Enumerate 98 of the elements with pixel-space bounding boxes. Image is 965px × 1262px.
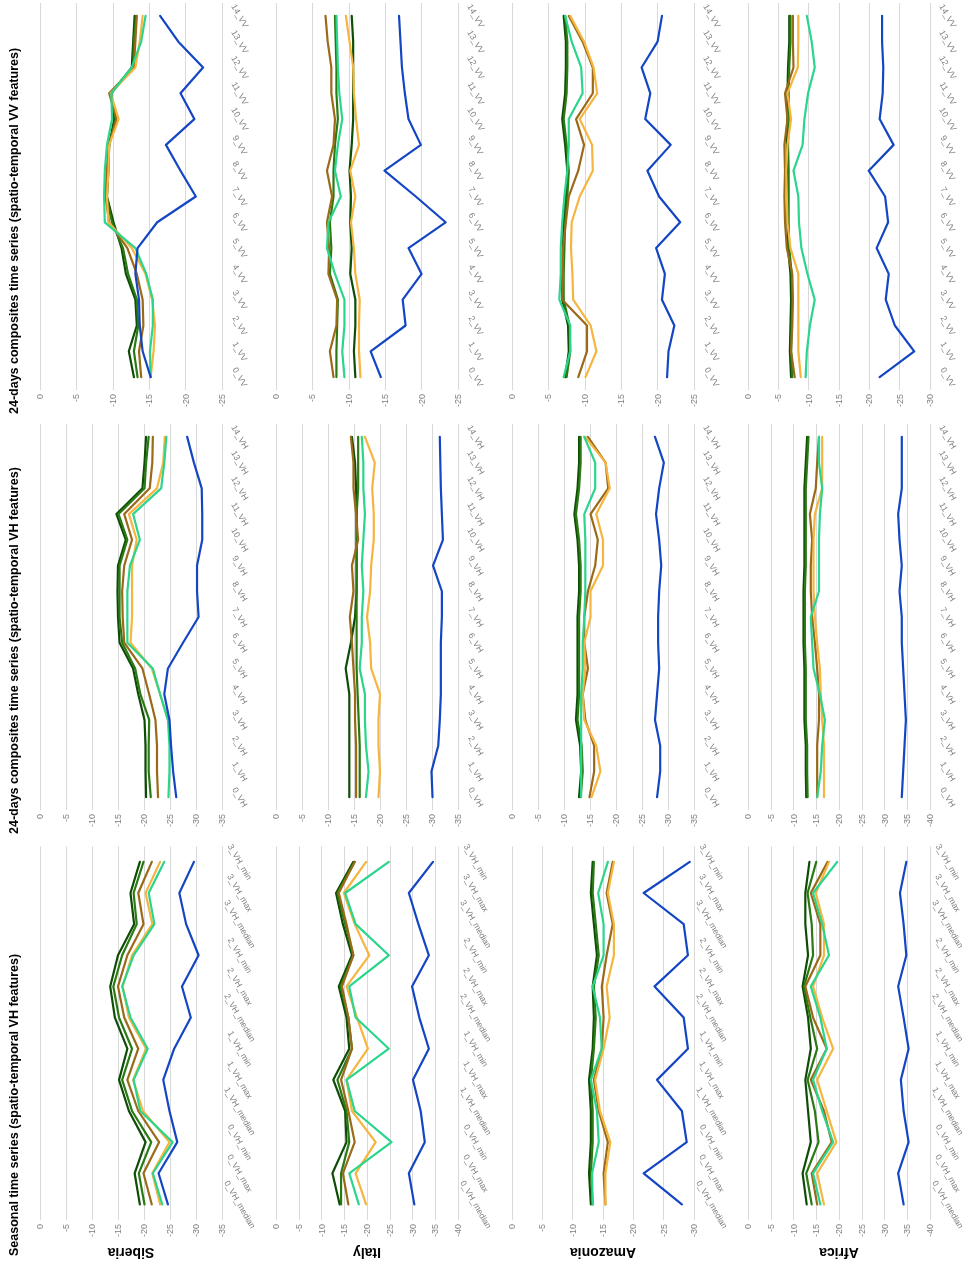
x-tick-label: -20 xyxy=(139,814,149,828)
x-tick-label: -35 xyxy=(689,814,699,828)
x-tick-label: -25 xyxy=(637,814,647,828)
x-tick-label: -25 xyxy=(689,394,699,408)
x-tick-label: -25 xyxy=(894,394,905,408)
x-tick-label: -5 xyxy=(773,394,784,403)
x-tick-label: -30 xyxy=(925,394,935,408)
x-tick-label: -30 xyxy=(663,814,673,828)
x-tick-label: -25 xyxy=(384,1224,395,1238)
x-tick-label: -25 xyxy=(856,814,867,828)
x-tick-label: -30 xyxy=(879,814,890,828)
x-tick-label: -15 xyxy=(339,1224,350,1238)
x-tick-label: -10 xyxy=(87,1224,97,1238)
x-tick-label: -10 xyxy=(788,814,799,828)
x-tick-label: -5 xyxy=(537,1224,548,1233)
x-tick-label: -10 xyxy=(107,394,118,408)
x-tick-label: -15 xyxy=(113,1224,123,1238)
x-tick-label: -20 xyxy=(652,394,663,408)
x-tick-label: -35 xyxy=(217,814,227,828)
x-tick-label: -5 xyxy=(297,814,307,823)
x-tick-label: -15 xyxy=(144,394,155,408)
x-tick-label: -15 xyxy=(113,814,123,828)
x-tick-label: -35 xyxy=(217,1224,227,1238)
x-axis-title: Amazonia xyxy=(569,1245,637,1261)
x-tick-label: -10 xyxy=(567,1224,578,1238)
text: Seasonal time series (spatio-temporal VH features) xyxy=(7,953,21,1256)
x-tick-label: -10 xyxy=(559,814,569,828)
x-tick-label: -35 xyxy=(902,1224,913,1238)
x-tick-label: -25 xyxy=(217,394,227,408)
x-tick-label: -20 xyxy=(180,394,191,408)
x-tick-label: -15 xyxy=(598,1224,608,1238)
x-tick-label: -15 xyxy=(380,394,391,408)
x-tick-label: -30 xyxy=(689,1224,699,1238)
x-tick-label: -20 xyxy=(416,394,427,408)
x-tick-label: -10 xyxy=(803,394,814,408)
x-tick-label: -40 xyxy=(925,814,935,828)
x-tick-label: -30 xyxy=(191,814,201,828)
x-tick-label: -25 xyxy=(453,394,463,408)
x-tick-label: -5 xyxy=(307,394,318,403)
x-tick-label: -20 xyxy=(834,814,844,828)
x-tick-label: 0 xyxy=(35,394,45,400)
x-tick-label: -10 xyxy=(788,1224,799,1238)
x-tick-label: -30 xyxy=(407,1224,418,1238)
x-tick-label: -5 xyxy=(765,1224,776,1233)
x-tick-label: 0 xyxy=(507,1224,517,1230)
x-tick-label: -25 xyxy=(401,814,411,828)
x-tick-label: 0 xyxy=(35,1224,45,1230)
x-tick-label: 0 xyxy=(743,394,753,400)
x-tick-label: -25 xyxy=(658,1224,669,1238)
x-tick-label: -10 xyxy=(87,814,97,828)
x-tick-label: -25 xyxy=(856,1224,867,1238)
x-tick-label: 0 xyxy=(743,814,753,820)
x-tick-label: -5 xyxy=(543,394,554,403)
x-tick-label: -20 xyxy=(375,814,385,828)
x-tick-label: -20 xyxy=(139,1224,149,1238)
x-tick-label: -20 xyxy=(362,1224,372,1238)
x-tick-label: -10 xyxy=(323,814,333,828)
x-axis-title: Siberia xyxy=(107,1245,155,1261)
x-tick-label: -5 xyxy=(533,814,543,823)
x-tick-label: -10 xyxy=(579,394,590,408)
x-tick-label: 0 xyxy=(507,814,517,820)
x-tick-label: -15 xyxy=(616,394,627,408)
x-tick-label: 0 xyxy=(271,1224,281,1230)
x-tick-label: -5 xyxy=(293,1224,304,1233)
x-tick-label: -15 xyxy=(834,394,844,408)
x-tick-label: -5 xyxy=(765,814,776,823)
x-tick-label: -10 xyxy=(343,394,354,408)
text: 24-days composites time series (spatio-temporal VV features) xyxy=(7,47,21,414)
x-tick-label: -20 xyxy=(611,814,621,828)
x-tick-label: -15 xyxy=(349,814,359,828)
x-tick-label: -5 xyxy=(61,1224,71,1233)
x-axis-title: Italy xyxy=(352,1245,382,1261)
x-tick-label: -30 xyxy=(427,814,437,828)
x-tick-label: -20 xyxy=(628,1224,639,1238)
x-tick-label: -25 xyxy=(165,1224,175,1238)
x-tick-label: 0 xyxy=(271,394,281,400)
x-tick-label: -35 xyxy=(453,814,463,828)
x-tick-label: 0 xyxy=(35,814,45,820)
text: 24-days composites time series (spatio-temporal VH features) xyxy=(7,467,21,834)
x-tick-label: -25 xyxy=(165,814,175,828)
x-tick-label: -15 xyxy=(811,814,822,828)
x-tick-label: 0 xyxy=(271,814,281,820)
x-tick-label: -20 xyxy=(834,1224,844,1238)
x-tick-label: -10 xyxy=(316,1224,327,1238)
x-tick-label: -5 xyxy=(61,814,71,823)
x-tick-label: -40 xyxy=(925,1224,935,1238)
x-tick-label: 0 xyxy=(743,1224,753,1230)
x-tick-label: 0 xyxy=(507,394,517,400)
x-tick-label: -40 xyxy=(453,1224,463,1238)
x-tick-label: -5 xyxy=(71,394,82,403)
x-tick-label: -30 xyxy=(191,1224,201,1238)
x-tick-label: -35 xyxy=(430,1224,441,1238)
x-tick-label: -15 xyxy=(585,814,595,828)
x-tick-label: -35 xyxy=(902,814,913,828)
x-tick-label: -30 xyxy=(879,1224,890,1238)
x-tick-label: -15 xyxy=(811,1224,822,1238)
x-axis-title: Africa xyxy=(818,1245,859,1261)
x-tick-label: -20 xyxy=(864,394,875,408)
